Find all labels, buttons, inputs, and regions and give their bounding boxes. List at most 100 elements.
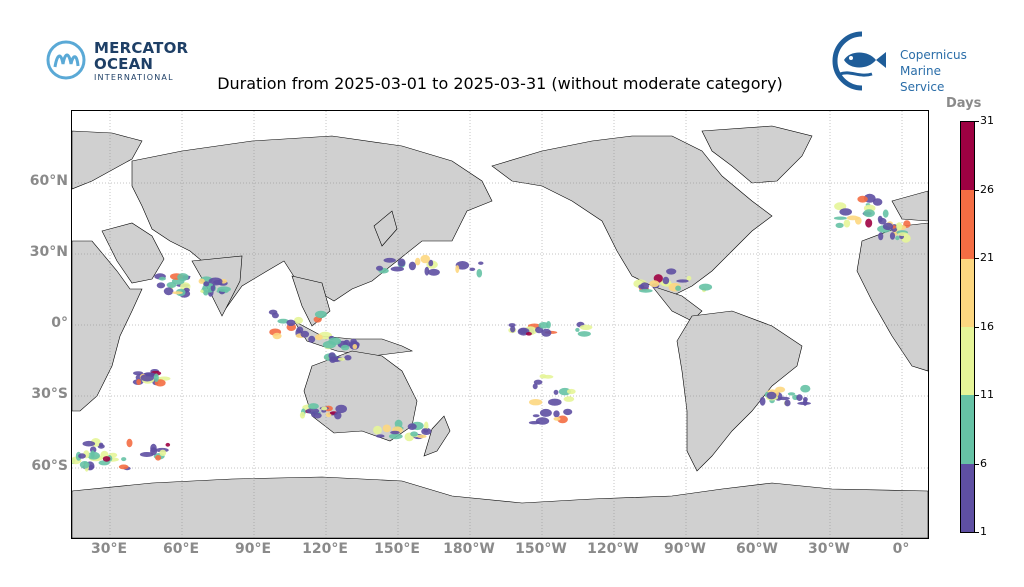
land-south-america [676, 310, 803, 472]
duration-patch [539, 374, 547, 379]
land-west-africa [856, 222, 928, 372]
duration-patch [271, 312, 279, 319]
copernicus-fish-icon [832, 31, 886, 91]
colorbar-tick-label: 6 [980, 456, 987, 470]
longitude-tick-label: 120°W [587, 541, 639, 557]
duration-patch [784, 399, 791, 407]
duration-patches [72, 193, 911, 472]
colorbar-segment [961, 190, 974, 259]
duration-patch [300, 330, 310, 338]
land-africa [72, 240, 143, 412]
colorbar-segment [961, 463, 974, 532]
duration-patch [330, 356, 342, 362]
duration-patch [796, 394, 803, 401]
duration-patch [834, 202, 847, 211]
colorbar-segment [961, 258, 974, 327]
duration-patch [315, 334, 323, 341]
duration-patch [539, 408, 552, 417]
duration-patch [415, 257, 421, 266]
duration-patch [102, 456, 111, 462]
duration-patch [155, 455, 162, 461]
duration-patch [427, 268, 440, 276]
duration-patch [863, 209, 875, 218]
duration-patch [882, 209, 889, 218]
duration-patch [675, 285, 681, 291]
latitude-tick-label: 60°N [29, 173, 68, 189]
duration-patch [217, 286, 231, 292]
duration-patch [833, 216, 847, 220]
duration-patch [553, 389, 559, 395]
duration-patch [322, 340, 336, 349]
longitude-tick-label: 0° [892, 541, 910, 557]
duration-patch [335, 404, 348, 414]
duration-patch [177, 273, 189, 282]
duration-patch [640, 282, 649, 291]
duration-patch [299, 411, 306, 419]
duration-patch [882, 222, 894, 231]
colorbar-tick-mark [975, 189, 979, 191]
duration-patch [525, 332, 532, 336]
colorbar-tick-mark [975, 121, 979, 122]
colorbar-tick-mark [975, 532, 979, 533]
duration-patch [510, 325, 516, 333]
colorbar-tick-label: 21 [980, 251, 994, 264]
duration-patch [579, 324, 593, 330]
logo-line-ocean: OCEAN [94, 55, 154, 73]
duration-patch [373, 425, 382, 435]
duration-patch [136, 379, 142, 385]
duration-patch [478, 261, 484, 265]
duration-patch [638, 288, 653, 293]
duration-patch [397, 258, 406, 267]
duration-patch [424, 266, 430, 276]
duration-patch [553, 417, 561, 421]
duration-patch [698, 283, 713, 291]
duration-patch [208, 277, 223, 286]
duration-patch [163, 287, 174, 296]
duration-patch [350, 338, 357, 345]
duration-patch [408, 261, 416, 271]
duration-patch [532, 414, 540, 418]
land-greenland [701, 125, 813, 184]
colorbar-segment [961, 395, 974, 464]
longitude-tick-label: 120°E [302, 541, 348, 557]
duration-patch [535, 417, 550, 425]
duration-patch [407, 423, 417, 430]
duration-patch [314, 310, 327, 319]
duration-patch [420, 254, 431, 264]
longitude-tick-label: 60°E [162, 541, 200, 557]
duration-patch [662, 276, 670, 285]
world-map [72, 111, 928, 538]
duration-patch [382, 424, 391, 433]
duration-patch [686, 275, 692, 281]
latitude-tick-label: 30°S [31, 386, 68, 402]
latitude-tick-label: 0° [51, 315, 68, 331]
duration-patch [375, 434, 385, 438]
duration-patch [777, 396, 790, 401]
duration-patch [469, 267, 476, 271]
land-new-zealand [423, 415, 451, 457]
duration-patch [878, 232, 884, 241]
duration-patch [158, 276, 166, 281]
logo-line-copernicus: Copernicus [900, 48, 967, 62]
longitude-tick-label: 180°W [443, 541, 495, 557]
duration-patch [558, 387, 571, 396]
duration-patch [394, 419, 403, 429]
duration-patch [376, 265, 383, 271]
duration-patch [308, 403, 319, 410]
duration-patch [787, 392, 796, 396]
duration-patch [428, 259, 434, 267]
land-japan [373, 210, 398, 247]
duration-patch [563, 396, 575, 402]
latitude-tick-label: 60°S [31, 458, 68, 474]
colorbar-tick-label: 31 [980, 114, 994, 127]
duration-patch [566, 388, 576, 395]
duration-patch [896, 222, 903, 231]
mercator-ocean-icon [46, 40, 86, 80]
duration-patch [476, 268, 483, 278]
duration-patch [529, 399, 543, 406]
duration-patch [165, 442, 171, 447]
duration-patch [802, 399, 808, 406]
latitude-tick-label: 30°N [29, 244, 68, 260]
duration-patch [296, 326, 304, 334]
map-title: Duration from 2025-03-01 to 2025-03-31 (… [217, 74, 783, 93]
